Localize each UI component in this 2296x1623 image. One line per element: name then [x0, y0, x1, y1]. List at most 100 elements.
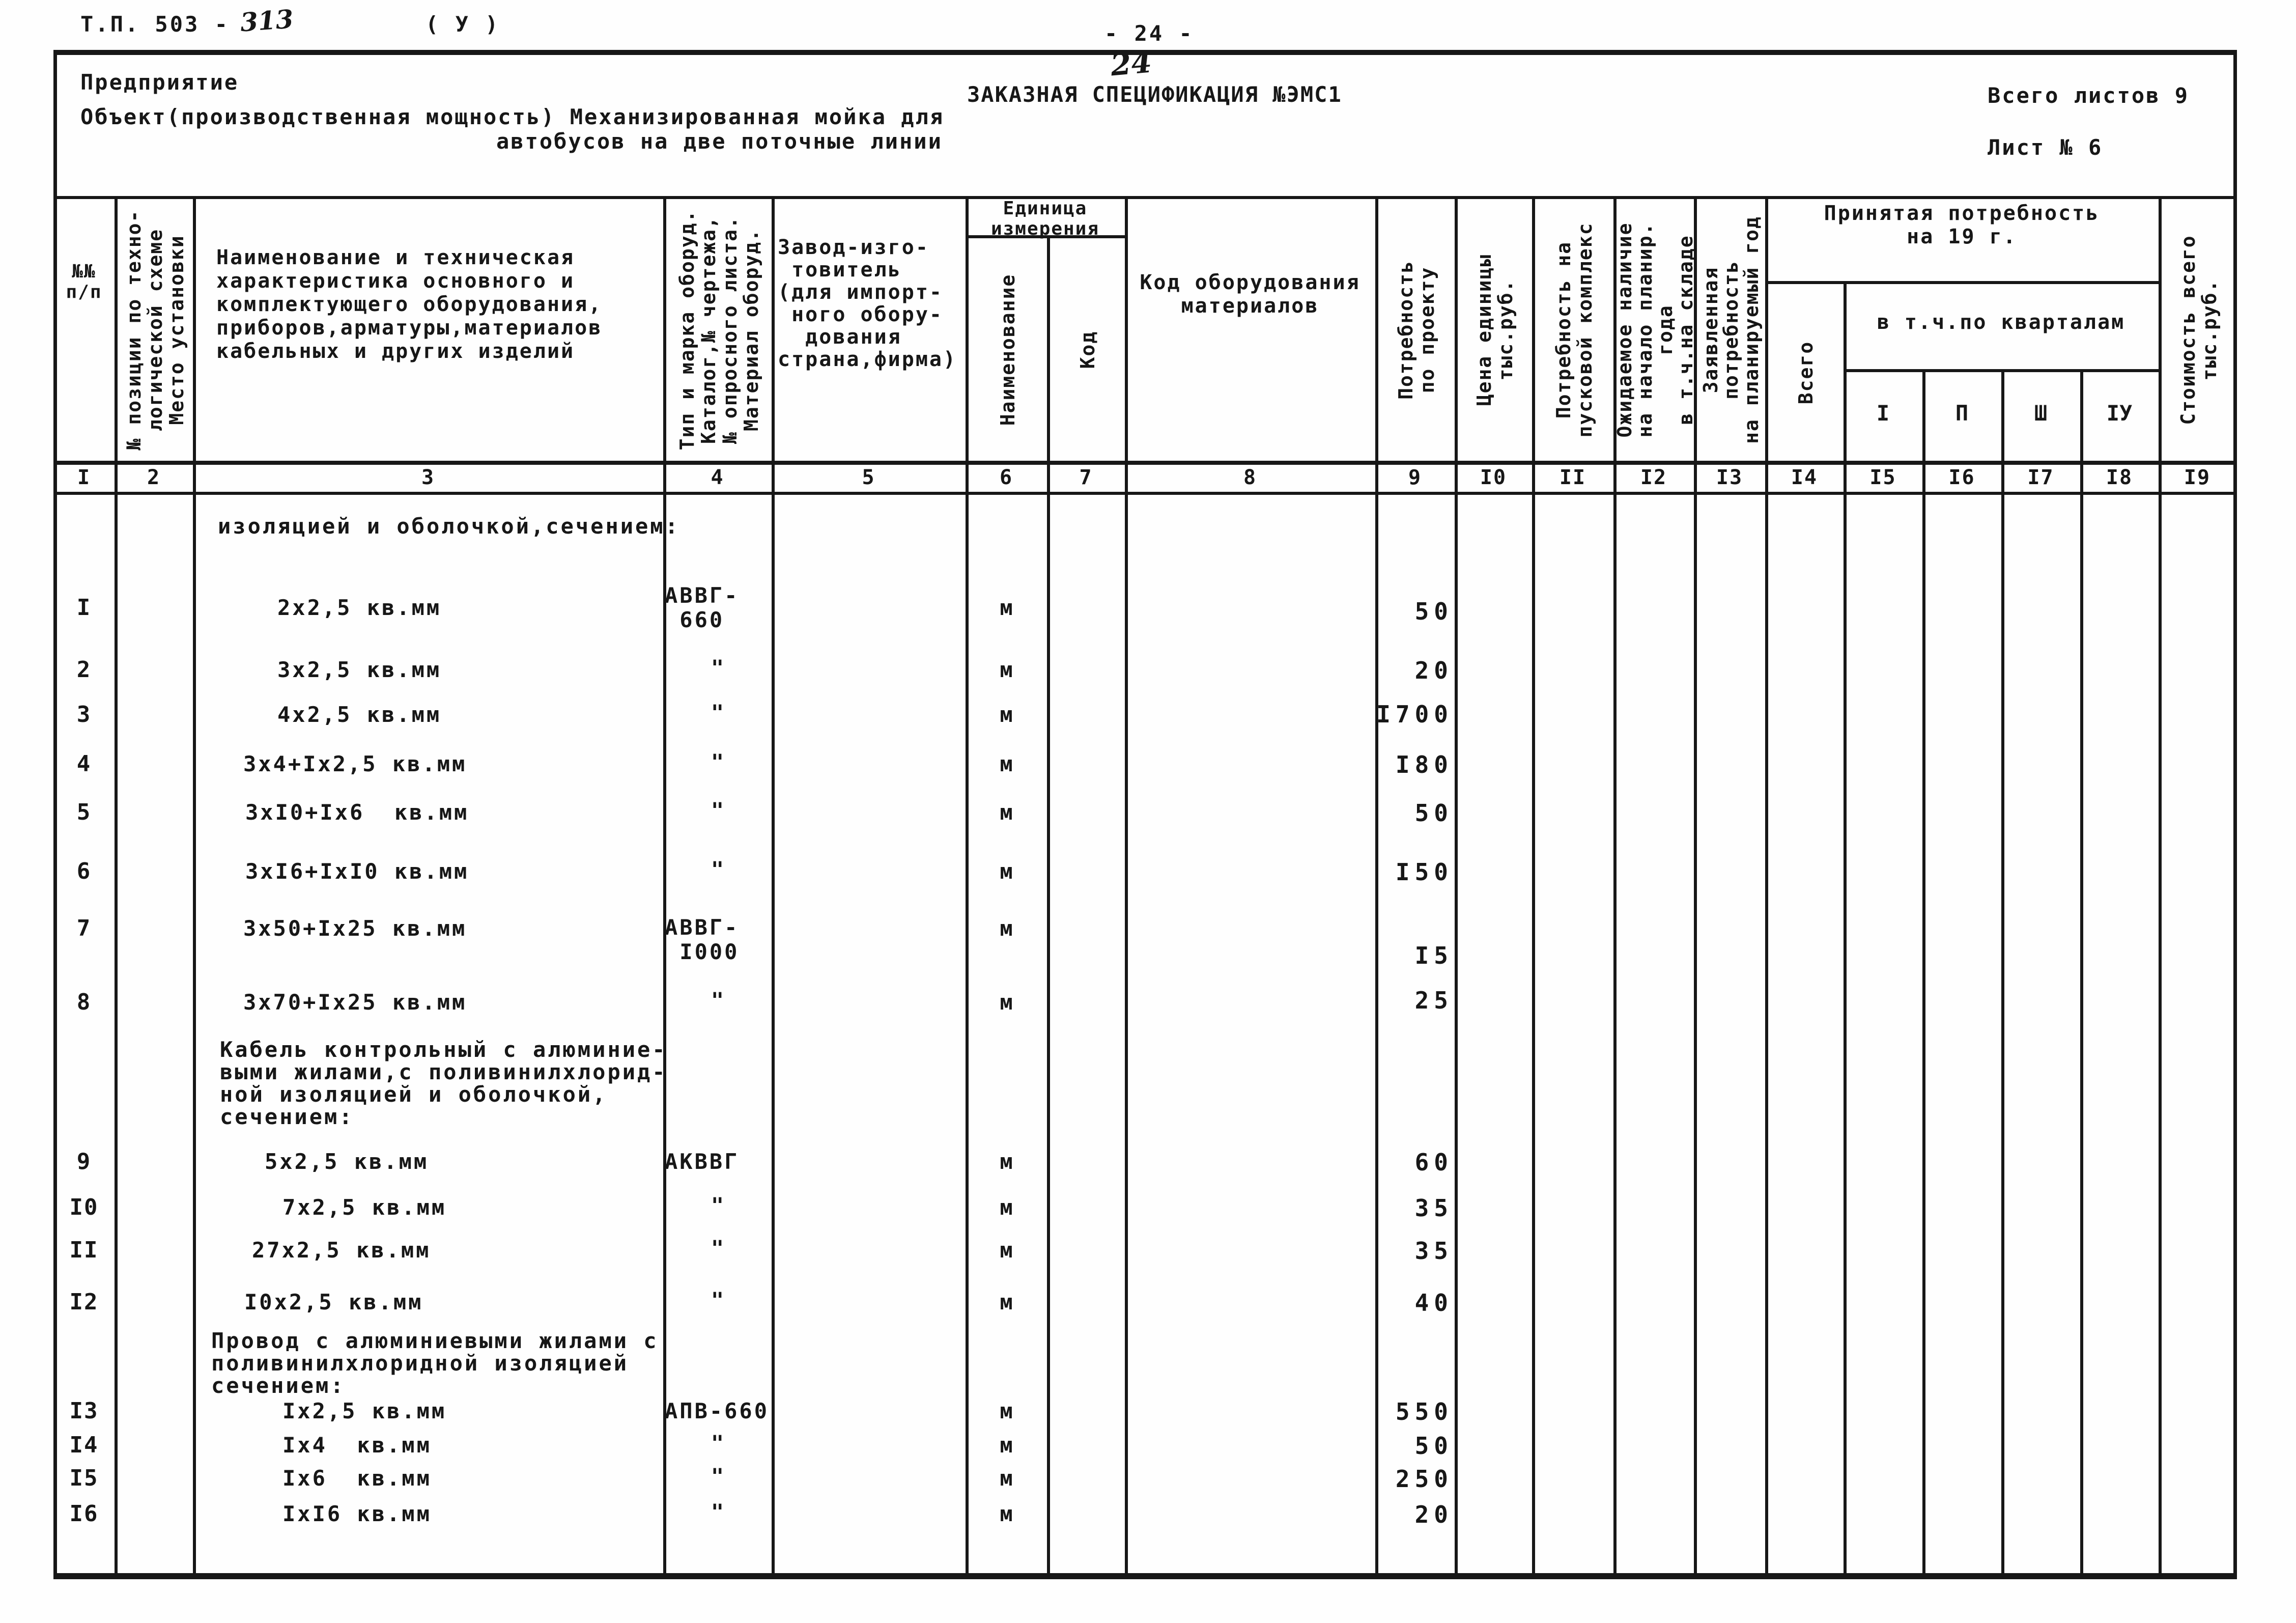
row-num: 8	[76, 989, 92, 1015]
col-header-demand-project: Потребность по проекту	[1378, 199, 1455, 461]
row-name: I0х2,5 кв.мм	[244, 1290, 423, 1314]
col-line-3	[663, 196, 666, 1573]
col-header-unit-code-label: Код	[1076, 330, 1099, 369]
colnum-12: I2	[1640, 466, 1667, 489]
colnum-1: I	[77, 466, 91, 489]
col-line-7	[1125, 196, 1128, 1573]
row-qty: I50	[1395, 858, 1453, 886]
row-num: I	[76, 595, 92, 621]
row-type-ditto: "	[711, 988, 724, 1013]
colnum-18: I8	[2106, 466, 2133, 489]
colnum-7: 7	[1079, 466, 1093, 489]
col-header-unit-price-label: Цена единицы тыс.руб.	[1473, 254, 1517, 406]
colnum-10: I0	[1480, 466, 1507, 489]
section-header: Провод с алюминиевыми жилами с поливинил…	[211, 1328, 659, 1398]
row-qty: 60	[1414, 1149, 1453, 1176]
colnum-17: I7	[2027, 466, 2054, 489]
col-header-name: Наименование и техническая характеристик…	[216, 246, 603, 363]
row-type-ditto: "	[711, 655, 724, 680]
spec-title: ЗАКАЗНАЯ СПЕЦИФИКАЦИЯ №ЭМС1	[967, 82, 1342, 107]
row-name: 27x2,5 кв.мм	[252, 1238, 431, 1263]
row-num: I3	[69, 1398, 99, 1424]
header-top-line	[53, 196, 2236, 199]
row-name: 3x4+Ix2,5 кв.мм	[243, 751, 467, 776]
row-name: 2x2,5 кв.мм	[277, 595, 442, 620]
col-header-total: Всего	[1768, 284, 1844, 461]
col-header-num: №№ п/п	[66, 261, 102, 302]
table-border-bottom	[53, 1573, 2236, 1579]
row-unit: м	[1000, 916, 1013, 941]
unit-group-underline	[966, 235, 1125, 238]
row-name: 3x2,5 кв.мм	[277, 657, 442, 682]
section-header: изоляцией и оболочкой,сечением:	[218, 514, 680, 539]
col-header-unit-name-label: Наименование	[997, 273, 1019, 426]
row-qty: 250	[1395, 1465, 1453, 1493]
row-type: АВВГ- 660	[665, 583, 740, 632]
header-bottom-line	[53, 461, 2236, 465]
row-qty: 40	[1414, 1289, 1453, 1317]
row-qty: 25	[1414, 987, 1453, 1014]
row-type: АПВ-660	[665, 1398, 770, 1423]
object-line2: автобусов на две поточные линии	[496, 129, 943, 154]
col-header-equipment-code: Код оборудования материалов	[1140, 271, 1360, 318]
col-header-q4: IУ	[2106, 401, 2133, 426]
col-header-q2: П	[1955, 401, 1969, 426]
col-header-expected-stock: Ожидаемое наличие на начало планир. года…	[1613, 199, 1697, 461]
row-num: I2	[69, 1289, 99, 1315]
col-line-4	[772, 196, 775, 1573]
colnum-19: I9	[2184, 466, 2211, 489]
row-type-ditto: "	[711, 1193, 724, 1218]
page-number: - 24 -	[1104, 21, 1194, 46]
row-unit: м	[1000, 1501, 1013, 1526]
col-header-type: Тип и марка оборуд. Каталог,№ чертежа, №…	[666, 199, 772, 461]
doc-code-handwritten: 313	[239, 4, 295, 38]
col-line-1	[115, 196, 118, 1573]
table-border-right	[2233, 50, 2237, 1579]
colnum-2: 2	[147, 466, 161, 489]
row-unit: м	[1000, 1398, 1013, 1423]
col-header-unit-name: Наименование	[969, 238, 1047, 461]
col-line-12	[1694, 196, 1697, 1573]
row-unit: м	[1000, 1195, 1013, 1220]
row-num: 5	[76, 799, 92, 825]
row-unit: м	[1000, 800, 1013, 825]
col-line-5	[966, 196, 969, 1573]
colnum-16: I6	[1948, 466, 1975, 489]
col-header-manufacturer: Завод-изго- товитель (для импорт- ного о…	[778, 236, 957, 371]
col-line-16	[2001, 369, 2004, 1573]
doc-code: Т.П. 503 -	[80, 12, 230, 37]
row-unit: м	[1000, 657, 1013, 682]
col-header-startup-demand: Потребность на пусковой комплекс	[1535, 199, 1613, 461]
col-line-18	[2159, 196, 2162, 1573]
colnum-8: 8	[1243, 466, 1257, 489]
row-name: 3xI0+Ix6 кв.мм	[245, 800, 469, 825]
row-qty: 20	[1414, 1501, 1453, 1528]
row-name: 7x2,5 кв.мм	[282, 1195, 447, 1220]
row-name: 5x2,5 кв.мм	[265, 1149, 429, 1174]
row-name: 3xI6+IxI0 кв.мм	[245, 859, 469, 884]
row-qty: 550	[1395, 1398, 1453, 1425]
enterprise-label: Предприятие	[80, 70, 239, 95]
col-header-type-label: Тип и марка оборуд. Каталог,№ чертежа, №…	[675, 209, 762, 451]
row-type: АВВГ- I000	[665, 915, 740, 964]
total-sheets: Всего листов 9	[1988, 83, 2190, 108]
row-unit: м	[1000, 859, 1013, 884]
col-header-position: № позиции по техно- логической схеме Мес…	[118, 199, 193, 461]
section-header: Кабель контрольный с алюминие- выми жила…	[220, 1037, 667, 1129]
row-type-ditto: "	[711, 700, 724, 725]
row-unit: м	[1000, 1433, 1013, 1458]
colnum-14: I4	[1791, 466, 1818, 489]
row-type-ditto: "	[711, 1431, 724, 1456]
col-header-total-cost: Стоимость всего тыс.руб.	[2162, 199, 2236, 461]
row-unit: м	[1000, 1466, 1013, 1491]
col-line-14	[1844, 281, 1847, 1573]
table-border-left	[53, 50, 57, 1579]
row-type-ditto: "	[711, 749, 724, 774]
row-unit: м	[1000, 702, 1013, 727]
numbers-row-underline	[53, 492, 2236, 495]
object-line1: Объект(производственная мощность) Механи…	[80, 104, 945, 129]
col-line-2	[193, 196, 196, 1573]
row-unit: м	[1000, 1238, 1013, 1263]
col-header-expected-stock-label: Ожидаемое наличие на начало планир. года…	[1613, 222, 1697, 438]
